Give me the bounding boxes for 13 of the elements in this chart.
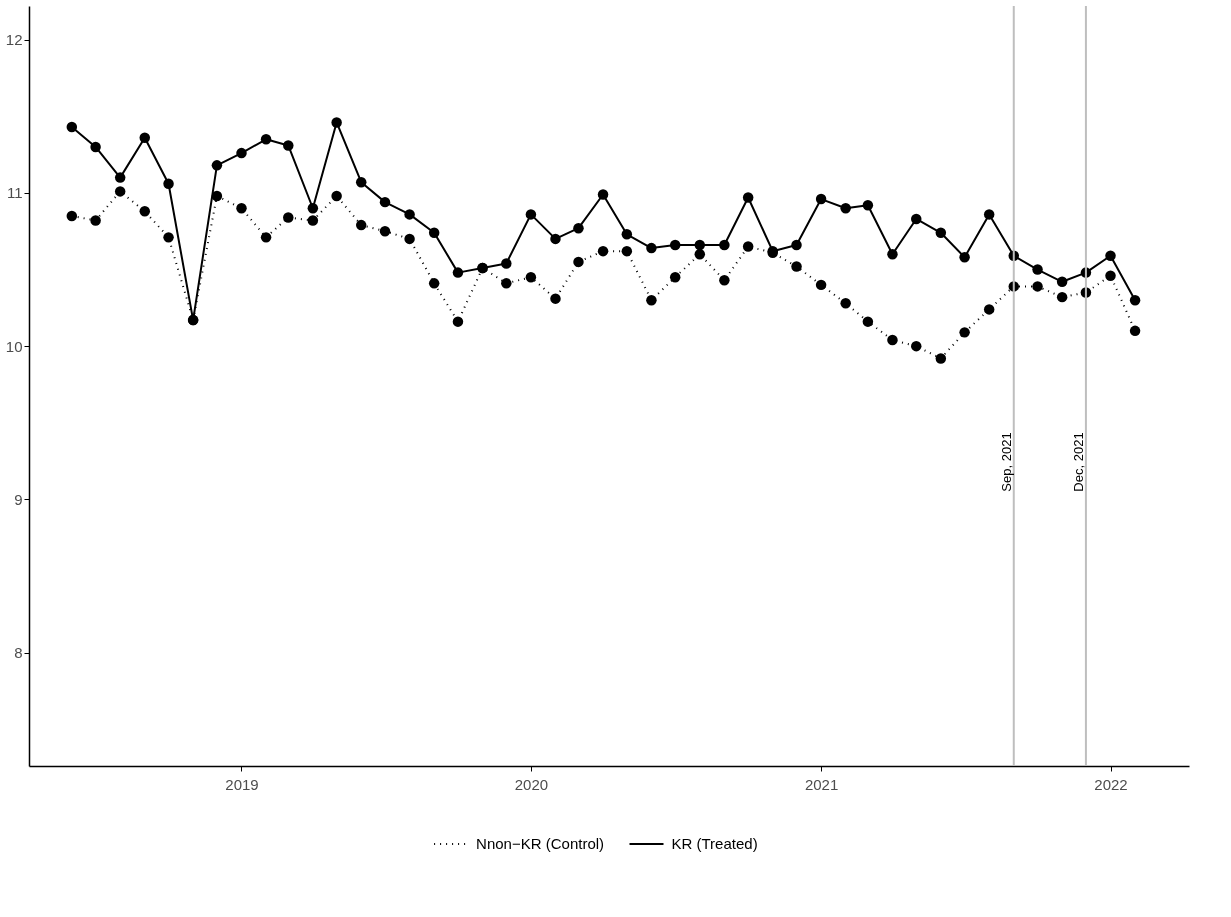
x-tick-label: 2022: [1094, 775, 1128, 793]
y-tick-label: 11: [6, 184, 23, 202]
legend-label: Nnon−KR (Control): [476, 835, 605, 852]
y-tick-label: 10: [5, 337, 23, 355]
y-tick-label: 12: [5, 31, 23, 49]
ref-line-label: Sep, 2021: [998, 432, 1014, 492]
ref-line-label: Dec, 2021: [1070, 432, 1086, 492]
x-tick-label: 2021: [804, 775, 839, 793]
x-tick-label: 2019: [225, 775, 259, 793]
y-tick-label: 9: [14, 490, 23, 508]
legend-label: KR (Treated): [671, 835, 758, 852]
x-tick-label: 2020: [514, 775, 549, 793]
y-tick-label: 8: [14, 644, 23, 662]
